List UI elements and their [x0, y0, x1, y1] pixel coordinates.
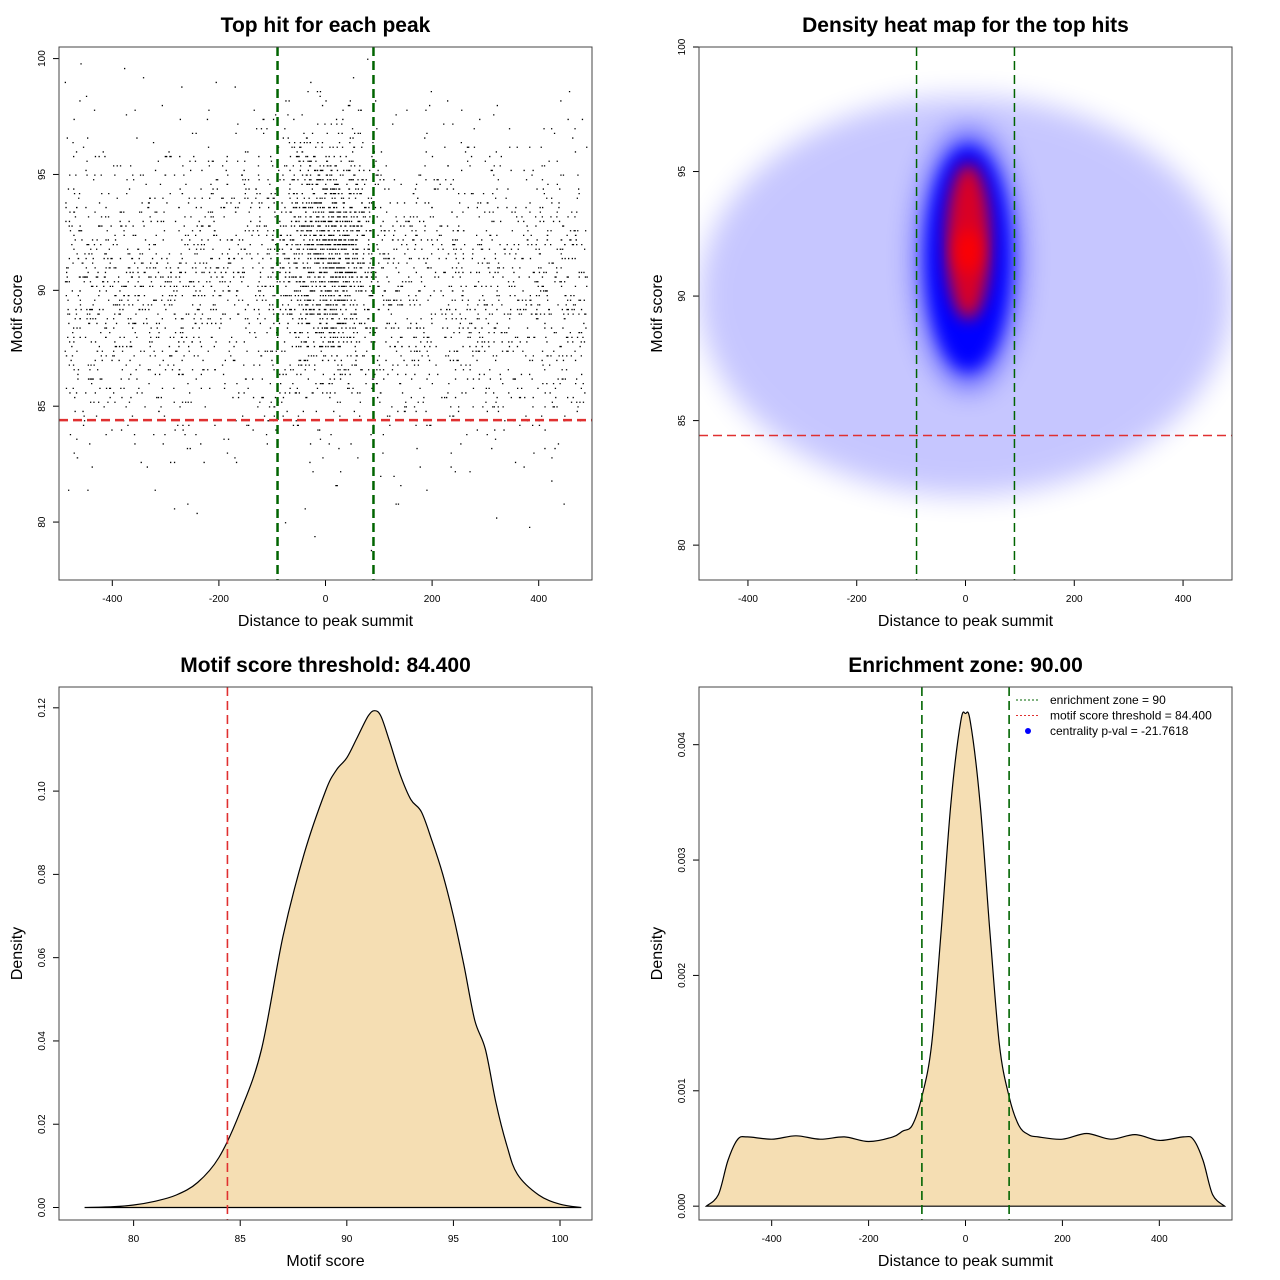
y-axis-label: Motif score — [9, 274, 26, 352]
heatmap-peak — [956, 229, 981, 274]
distance-density-panel: Enrichment zone: 90.00 Distance to peak s… — [649, 654, 1233, 1270]
x-tick-label: 95 — [448, 1234, 460, 1245]
x-tick-label: -200 — [859, 1234, 879, 1245]
x-tick-label: 200 — [424, 594, 441, 605]
x-tick-label: -200 — [209, 594, 229, 605]
panel-title: Top hit for each peak — [221, 14, 431, 37]
y-tick-label: 80 — [677, 539, 688, 551]
panel-title: Enrichment zone: 90.00 — [848, 654, 1083, 677]
y-tick-label: 80 — [37, 516, 48, 528]
x-tick-label: -400 — [738, 594, 758, 605]
y-axis-label: Density — [649, 927, 666, 980]
x-axis-label: Distance to peak summit — [238, 613, 414, 630]
y-tick-label: 0.06 — [37, 947, 48, 967]
y-tick-label: 0.10 — [37, 781, 48, 801]
x-axis-label: Distance to peak summit — [878, 1253, 1054, 1270]
y-tick-label: 95 — [677, 166, 688, 178]
x-tick-label: 85 — [235, 1234, 247, 1245]
motif-score-density-panel: Motif score threshold: 84.400 Motif score… — [9, 654, 593, 1270]
scatter-points — [64, 58, 588, 552]
y-axis-label: Density — [9, 927, 26, 980]
heatmap-density — [699, 47, 1232, 580]
x-tick-label: 90 — [341, 1234, 353, 1245]
legend-entry: enrichment zone = 90 — [1050, 693, 1166, 707]
legend-entry: motif score threshold = 84.400 — [1050, 709, 1212, 723]
y-tick-label: 0.001 — [677, 1078, 688, 1103]
y-tick-label: 0.12 — [37, 698, 48, 718]
x-tick-label: 0 — [963, 1234, 969, 1245]
plot-border — [58, 46, 593, 581]
x-tick-label: -400 — [762, 1234, 782, 1245]
y-tick-label: 0.002 — [677, 962, 688, 987]
x-tick-label: 400 — [1175, 594, 1192, 605]
x-tick-label: 0 — [963, 594, 969, 605]
x-tick-label: 0 — [323, 594, 329, 605]
y-tick-label: 0.08 — [37, 864, 48, 884]
y-tick-label: 100 — [677, 38, 688, 55]
density-area-fill — [706, 711, 1225, 1207]
density-curve — [704, 711, 1227, 1207]
y-tick-label: 90 — [677, 290, 688, 302]
density-area-fill — [84, 710, 582, 1208]
plot-border — [58, 686, 593, 1221]
y-tick-label: 0.00 — [37, 1197, 48, 1217]
scatter-panel: Top hit for each peak Distance to peak su… — [9, 14, 593, 630]
x-tick-label: 80 — [128, 1234, 140, 1245]
y-tick-label: 95 — [37, 168, 48, 180]
panel-title: Motif score threshold: 84.400 — [180, 654, 471, 677]
legend-entry: centrality p-val = -21.7618 — [1050, 724, 1189, 738]
y-axis-label: Motif score — [649, 274, 666, 352]
legend-marker-point — [1025, 728, 1031, 734]
y-tick-label: 85 — [677, 415, 688, 427]
heatmap-panel: Density heat map for the top hits Distanc… — [649, 14, 1233, 630]
y-tick-label: 0.04 — [37, 1031, 48, 1051]
panel-title: Density heat map for the top hits — [802, 14, 1129, 37]
y-tick-label: 0.02 — [37, 1114, 48, 1134]
y-tick-label: 85 — [37, 400, 48, 412]
density-curve — [84, 710, 582, 1209]
x-tick-label: 100 — [552, 1234, 569, 1245]
x-tick-label: 400 — [1151, 1234, 1168, 1245]
legend: enrichment zone = 90 motif score threshol… — [1016, 693, 1212, 738]
plot-border — [698, 686, 1233, 1221]
x-tick-label: 200 — [1054, 1234, 1071, 1245]
x-tick-label: -400 — [102, 594, 122, 605]
x-axis-label: Distance to peak summit — [878, 613, 1054, 630]
x-axis-label: Motif score — [286, 1253, 364, 1270]
x-tick-label: -200 — [847, 594, 867, 605]
x-tick-label: 400 — [530, 594, 547, 605]
y-tick-label: 100 — [37, 50, 48, 67]
y-tick-label: 0.004 — [677, 732, 688, 757]
y-tick-label: 0.000 — [677, 1193, 688, 1218]
y-tick-label: 0.003 — [677, 847, 688, 872]
plot-border — [698, 46, 1233, 581]
y-tick-label: 90 — [37, 284, 48, 296]
scatter-point-cloud — [64, 58, 588, 552]
x-tick-label: 200 — [1066, 594, 1083, 605]
